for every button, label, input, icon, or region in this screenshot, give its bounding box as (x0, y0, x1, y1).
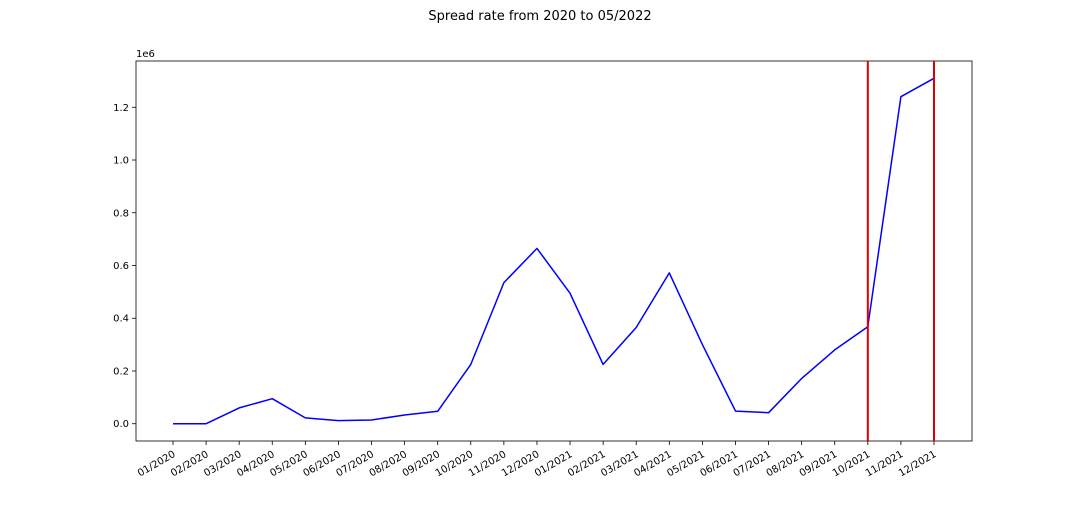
plot-frame (135, 60, 973, 442)
y-tick-label: 0.4 (113, 314, 129, 325)
y-tick-label: 0.0 (113, 419, 129, 430)
y-tick-label: 1.2 (113, 103, 129, 114)
y-tick-label: 0.8 (113, 208, 129, 219)
x-tick-label: 12/2021 (897, 449, 938, 479)
y-tick-label: 0.6 (113, 261, 129, 272)
chart-title: Spread rate from 2020 to 05/2022 (428, 9, 651, 24)
y-tick-label: 0.2 (113, 366, 129, 377)
y-scale-label: 1e6 (136, 49, 155, 60)
series-line (173, 77, 935, 425)
y-tick-label: 1.0 (113, 156, 129, 167)
